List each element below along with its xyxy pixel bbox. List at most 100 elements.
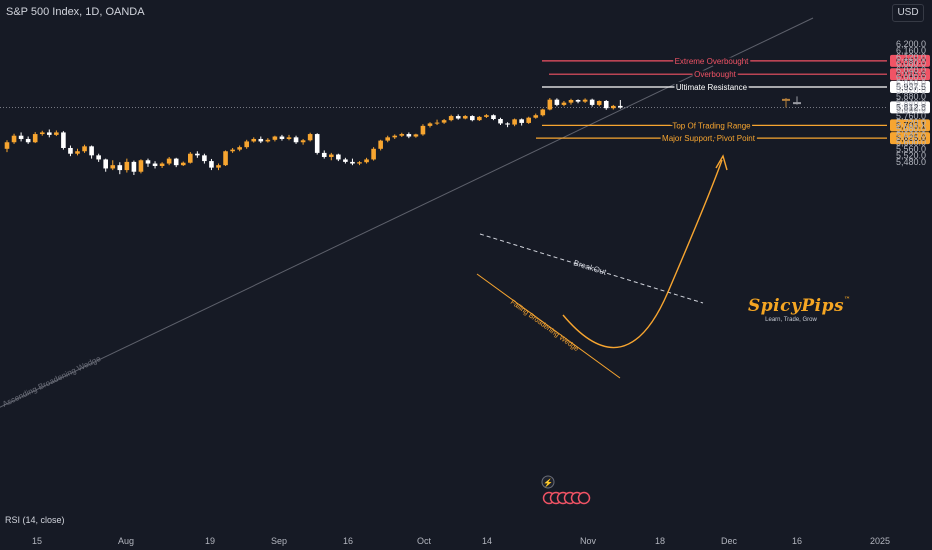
candle-body [152,163,158,166]
candle-body [124,161,130,171]
candle-body [145,160,151,164]
level-label: Ultimate Resistance [676,83,748,92]
level-price-tag [890,68,930,81]
current-price-label: 5,812.8 [896,102,926,112]
price-tick-label: 5,560.0 [896,144,926,154]
candle-body [251,138,257,142]
candle-body [491,115,496,119]
currency-button[interactable]: USD [892,4,924,22]
symbol-title[interactable]: S&P 500 Index, 1D, OANDA [6,6,145,18]
price-tick-label: 5,840.0 [896,98,926,108]
candle-body [32,134,38,143]
candle-body [343,159,348,162]
falling-wedge-label: Falling Broadening Wedge [509,299,580,353]
candle-body [258,138,264,142]
candle-body [89,146,94,156]
drawing-overlay: Ascending Broadening Wedge BreakOut Fallin… [0,17,888,505]
candle-body [589,99,595,105]
candle-body [462,116,468,119]
levels-layer: Extreme Overbought 6,097.0 Overbought 6,015… [536,54,930,145]
candle-body [547,99,553,110]
candle-body [180,162,186,166]
candle-body [470,116,475,121]
time-tick-label: Nov [580,536,597,546]
candle-body [568,100,574,103]
level-price-tag [890,54,930,67]
candle-body [103,159,108,169]
time-tick-label: Aug [118,536,134,546]
level-price-tag [890,119,930,132]
candle-body [244,141,249,148]
time-tick-label: Sep [271,536,287,546]
forecast-candle-body [782,98,790,101]
candle-body [427,123,433,126]
candle-body [618,105,623,108]
time-axis[interactable]: 15 Aug 19 Sep 16 Oct 14 Nov 18 Dec 16 2025 [32,536,890,546]
price-tick-label: 6,160.0 [896,46,926,56]
candle-body [441,120,447,123]
candle-body [54,132,59,135]
candle-body [350,161,355,164]
candle-body [173,158,179,166]
level-label: Top Of Trading Range [672,121,751,130]
candle-body [300,140,306,143]
candle-body [265,139,271,142]
candle-body [131,161,137,172]
candle-body [39,132,45,135]
price-tick-label: 6,040.0 [896,65,926,75]
candle-body [209,161,214,168]
candle-body [18,135,24,139]
candle-body [575,100,581,102]
breakout-label: BreakOut [572,258,608,277]
time-tick-label: 15 [32,536,42,546]
candle-body [582,99,588,102]
candle-body [561,102,567,105]
level-label: Major Support, Pivot Point [662,134,756,143]
spicypips-logo: SpicyPips™ Learn, Trade, Grow [748,296,850,323]
candle-body [533,115,539,118]
candle-body [484,115,489,117]
candle-body [505,123,510,125]
price-tick-label: 5,720.0 [896,118,926,128]
candle-body [68,147,73,154]
price-tick-label: 5,800.0 [896,105,926,115]
candle-body [272,136,278,140]
candle-body [195,153,200,156]
candle-body [357,162,362,164]
candle-body [47,132,52,135]
candle-body [223,151,228,166]
candle-body [519,119,524,123]
candle-body [75,151,80,154]
logo-trademark: ™ [844,296,851,303]
candle-body [159,163,165,166]
candle-body [455,116,461,119]
ascending-wedge-label: Ascending Broadening Wedge [1,354,103,409]
candle-body [4,142,10,149]
price-axis[interactable]: 6,200.06,160.06,120.06,080.06,040.06,000… [896,39,926,167]
candle-body [279,136,285,139]
candle-body [117,165,123,171]
ascending-wedge-line [0,17,814,408]
candle-body [61,132,66,148]
candle-body [596,100,602,105]
price-tick-label: 6,120.0 [896,52,926,62]
price-tick-label: 5,520.0 [896,150,926,160]
price-tick-label: 5,960.0 [896,78,926,88]
logo-wordmark: SpicyPips™ [748,296,850,316]
level-label: Overbought [694,70,737,79]
current-price-tag [890,101,930,114]
rsi-indicator-label[interactable]: RSI (14, close) [5,515,65,525]
logo-tagline: Learn, Trade, Grow [765,317,817,323]
candle-body [392,135,398,138]
price-tick-label: 5,920.0 [896,85,926,95]
time-tick-label: Dec [721,536,738,546]
level-price-label: 6,015.6 [896,69,926,79]
level-price-tag [890,132,930,145]
candle-body [25,138,31,143]
level-price-label: 5,703.1 [896,120,926,130]
level-price-tag [890,80,930,93]
candles-layer [4,96,801,175]
breakout-trendline [479,233,704,304]
candle-body [82,146,87,152]
